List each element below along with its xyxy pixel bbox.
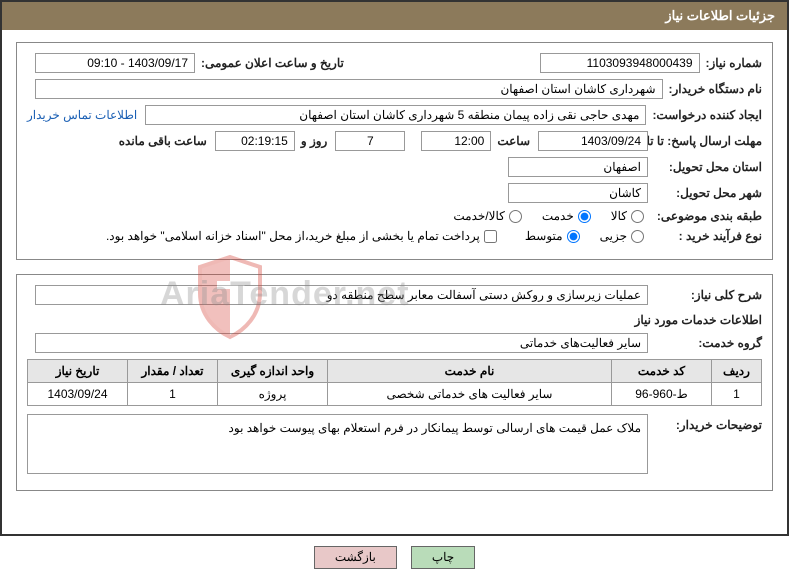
requester-value: مهدی حاجی نقی زاده پیمان منطقه 5 شهرداری… (145, 105, 646, 125)
category-radio-goods[interactable] (631, 210, 644, 223)
category-radio-service[interactable] (578, 210, 591, 223)
days-value: 7 (335, 131, 405, 151)
process-opt2: متوسط (525, 229, 563, 243)
th-qty: تعداد / مقدار (128, 360, 218, 383)
process-radio-medium[interactable] (567, 230, 580, 243)
buyer-contact-link[interactable]: اطلاعات تماس خریدار (27, 108, 137, 122)
td-code: ط-960-96 (612, 383, 712, 406)
deadline-date-value: 1403/09/24 (538, 131, 648, 151)
need-number-value: 1103093948000439 (540, 53, 700, 73)
summary-text: عملیات زیرسازی و روکش دستی آسفالت معابر … (35, 285, 648, 305)
buyer-org-value: شهرداری کاشان استان اصفهان (35, 79, 663, 99)
th-date: تاریخ نیاز (28, 360, 128, 383)
days-label: روز و (301, 134, 328, 148)
desc-label: توضیحات خریدار: (654, 414, 762, 432)
td-row: 1 (712, 383, 762, 406)
table-row: 1 ط-960-96 سایر فعالیت های خدماتی شخصی پ… (28, 383, 762, 406)
buyer-org-label: نام دستگاه خریدار: (669, 82, 763, 96)
td-date: 1403/09/24 (28, 383, 128, 406)
th-unit: واحد اندازه گیری (218, 360, 328, 383)
summary-section: شرح کلی نیاز: عملیات زیرسازی و روکش دستی… (16, 274, 773, 491)
payment-checkbox[interactable] (484, 230, 497, 243)
button-row: چاپ بازگشت (0, 536, 789, 579)
category-opt1: کالا (611, 209, 627, 223)
services-table: ردیف کد خدمت نام خدمت واحد اندازه گیری ت… (27, 359, 762, 406)
time-label: ساعت (497, 134, 530, 148)
city-label: شهر محل تحویل: (654, 186, 762, 200)
announce-datetime-label: تاریخ و ساعت اعلان عمومی: (201, 56, 344, 70)
td-qty: 1 (128, 383, 218, 406)
payment-note: پرداخت تمام یا بخشی از مبلغ خرید،از محل … (106, 229, 480, 243)
page-header: جزئیات اطلاعات نیاز (2, 2, 787, 30)
remain-time-value: 02:19:15 (215, 131, 295, 151)
td-unit: پروژه (218, 383, 328, 406)
desc-text: ملاک عمل قیمت های ارسالی توسط پیمانکار د… (229, 421, 641, 435)
need-number-label: شماره نیاز: (706, 56, 762, 70)
th-code: کد خدمت (612, 360, 712, 383)
info-section: شماره نیاز: 1103093948000439 تاریخ و ساع… (16, 42, 773, 260)
process-opt1: جزیی (600, 229, 627, 243)
province-value: اصفهان (508, 157, 648, 177)
summary-label: شرح کلی نیاز: (654, 288, 762, 302)
page-title: جزئیات اطلاعات نیاز (665, 8, 775, 23)
city-value: کاشان (508, 183, 648, 203)
group-value: سایر فعالیت‌های خدماتی (35, 333, 648, 353)
announce-datetime-value: 1403/09/17 - 09:10 (35, 53, 195, 73)
category-label: طبقه بندی موضوعی: (654, 209, 762, 223)
th-row: ردیف (712, 360, 762, 383)
remain-label: ساعت باقی مانده (119, 134, 207, 148)
category-opt3: کالا/خدمت (453, 209, 504, 223)
services-section-label: اطلاعات خدمات مورد نیاز (635, 313, 762, 327)
td-name: سایر فعالیت های خدماتی شخصی (328, 383, 612, 406)
category-opt2: خدمت (542, 209, 574, 223)
process-label: نوع فرآیند خرید : (654, 229, 762, 243)
table-header-row: ردیف کد خدمت نام خدمت واحد اندازه گیری ت… (28, 360, 762, 383)
group-label: گروه خدمت: (654, 336, 762, 350)
requester-label: ایجاد کننده درخواست: (652, 108, 762, 122)
process-radio-minor[interactable] (631, 230, 644, 243)
th-name: نام خدمت (328, 360, 612, 383)
province-label: استان محل تحویل: (654, 160, 762, 174)
desc-box: ملاک عمل قیمت های ارسالی توسط پیمانکار د… (27, 414, 648, 474)
deadline-time-value: 12:00 (421, 131, 491, 151)
deadline-label: مهلت ارسال پاسخ: تا تاریخ: (654, 134, 762, 148)
category-radio-both[interactable] (509, 210, 522, 223)
